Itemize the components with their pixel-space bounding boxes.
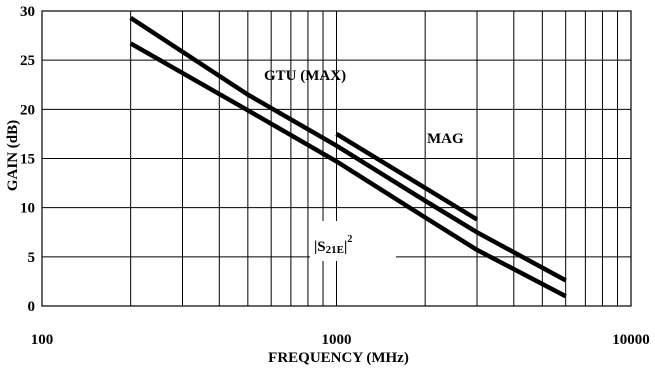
label-part-superscript: 2 [347, 234, 352, 245]
y-tick-label: 20 [20, 102, 35, 118]
y-tick-label: 30 [20, 4, 35, 20]
series-label-mag: MAG [427, 131, 464, 147]
label-part-subscript: 21E [326, 244, 344, 256]
y-tick-label: 15 [20, 152, 35, 168]
x-tick-label: 1000 [322, 332, 352, 348]
series-label-s21e: |S21E|2 [314, 234, 352, 256]
y-tick-label: 0 [28, 299, 36, 315]
series-labels: GTU (MAX) MAG |S21E|2 [264, 68, 464, 261]
x-tick-labels: 100 1000 10000 [31, 332, 650, 348]
x-axis-title: FREQUENCY (MHz) [268, 350, 409, 366]
label-part-main: |S [314, 239, 326, 255]
series-line-s21e [129, 41, 567, 299]
y-tick-labels: 0 5 10 15 20 25 30 [20, 4, 35, 315]
y-tick-label: 5 [28, 250, 36, 266]
series-line-gtu-max [129, 16, 567, 283]
y-tick-label: 10 [20, 201, 35, 217]
grid-lines [42, 11, 631, 306]
plot-frame [41, 10, 632, 307]
series-label-gtu-max: GTU (MAX) [264, 68, 346, 84]
x-tick-label: 10000 [612, 332, 650, 348]
y-axis-title: GAIN (dB) [5, 120, 21, 191]
x-tick-label: 100 [31, 332, 54, 348]
series-line-mag [335, 131, 479, 222]
y-tick-label: 25 [20, 53, 35, 69]
series-label-background [310, 221, 396, 261]
series-curves [129, 16, 567, 299]
label-part-after: | [344, 239, 347, 255]
